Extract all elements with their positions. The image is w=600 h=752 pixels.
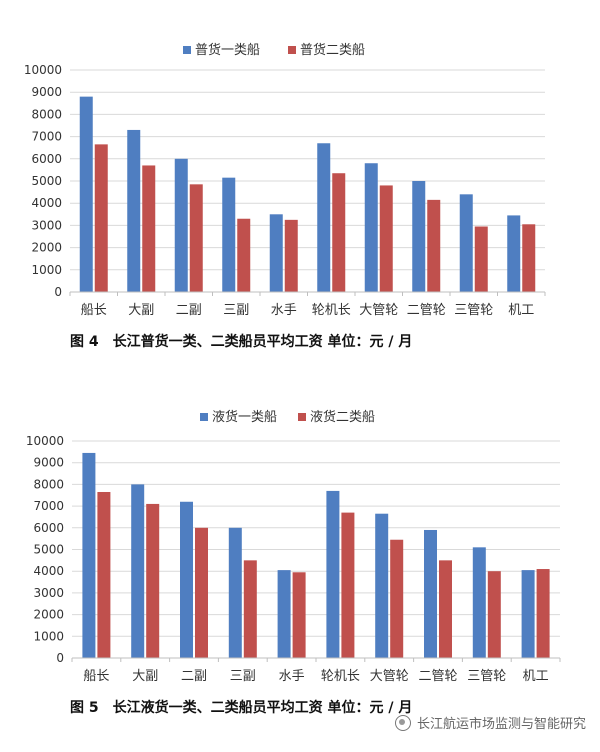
bar-2-6 (332, 173, 346, 292)
y-tick-label: 3000 (31, 218, 62, 232)
bar-1-9 (459, 194, 473, 292)
y-tick-label: 4000 (31, 196, 62, 210)
watermark: 长江航运市场监测与智能研究 (394, 713, 586, 732)
bar-1-7 (364, 163, 378, 292)
bar-2-5 (284, 219, 298, 292)
bar-1-2 (131, 484, 145, 658)
bar-2-10 (522, 224, 536, 292)
bar-1-10 (507, 215, 521, 292)
legend-label-1: 液货一类船 (212, 409, 277, 425)
x-tick-label: 二副 (176, 303, 202, 318)
y-tick-label: 9000 (31, 85, 62, 99)
y-tick-label: 6000 (31, 152, 62, 166)
y-tick-label: 3000 (33, 586, 64, 600)
bar-1-8 (424, 529, 437, 658)
y-tick-label: 10000 (26, 434, 64, 448)
bar-1-7 (375, 513, 389, 658)
y-tick-label: 5000 (31, 174, 62, 188)
legend-swatch-1 (183, 46, 191, 54)
bar-2-3 (189, 184, 203, 292)
bar-1-4 (222, 177, 236, 292)
legend-label-1: 普货一类船 (195, 42, 260, 58)
x-tick-label: 三副 (230, 669, 256, 684)
x-tick-label: 轮机长 (321, 669, 360, 684)
bar-2-1 (97, 491, 111, 658)
x-tick-label: 三管轮 (454, 303, 493, 318)
legend-label-2: 普货二类船 (300, 42, 365, 58)
bar-1-6 (326, 490, 340, 658)
bar-2-3 (195, 527, 208, 658)
x-tick-label: 水手 (279, 669, 305, 684)
legend-swatch-1 (200, 413, 208, 421)
x-tick-label: 三管轮 (467, 669, 506, 684)
bar-1-1 (82, 452, 96, 658)
bar-2-5 (292, 572, 306, 658)
chart-1-caption: 图 4 长江普货一类、二类船员平均工资 单位：元 / 月 (70, 334, 413, 350)
y-tick-label: 1000 (33, 629, 64, 643)
y-tick-label: 4000 (33, 564, 64, 578)
bar-2-7 (390, 539, 404, 658)
y-tick-label: 9000 (33, 456, 64, 470)
bar-1-9 (472, 547, 486, 658)
y-tick-label: 0 (56, 651, 64, 665)
wechat-channel-icon (394, 714, 411, 731)
legend: 普货一类船 普货二类船 (183, 42, 365, 58)
bar-1-5 (277, 570, 291, 658)
y-tick-label: 5000 (33, 543, 64, 557)
x-tick-label: 大管轮 (359, 303, 398, 318)
bar-1-3 (174, 158, 188, 292)
y-tick-label: 7000 (33, 499, 64, 513)
x-tick-label: 二管轮 (418, 669, 457, 684)
bar-1-1 (79, 96, 93, 292)
x-tick-label: 船长 (83, 669, 109, 684)
bar-2-6 (341, 512, 355, 658)
bar-1-3 (180, 501, 193, 658)
bar-2-10 (536, 569, 550, 658)
bar-1-10 (521, 570, 535, 658)
y-tick-label: 6000 (33, 521, 64, 535)
x-tick-label: 船长 (81, 303, 107, 318)
x-tick-label: 轮机长 (312, 303, 351, 318)
legend-swatch-2 (298, 413, 306, 421)
x-tick-label: 机工 (523, 669, 549, 684)
y-tick-label: 8000 (33, 477, 64, 491)
y-tick-label: 10000 (24, 63, 62, 77)
bar-2-8 (439, 560, 452, 658)
x-tick-label: 三副 (223, 303, 249, 318)
x-tick-label: 水手 (271, 303, 297, 318)
bar-1-4 (228, 527, 242, 658)
y-tick-label: 7000 (31, 130, 62, 144)
y-tick-label: 2000 (31, 241, 62, 255)
bar-1-8 (412, 181, 426, 292)
bar-2-9 (474, 226, 488, 292)
bar-2-7 (379, 185, 393, 292)
y-tick-label: 1000 (31, 263, 62, 277)
y-tick-label: 8000 (31, 107, 62, 121)
bar-1-5 (269, 214, 283, 292)
legend-swatch-2 (288, 46, 296, 54)
bar-2-8 (427, 199, 441, 292)
bar-2-4 (243, 560, 257, 658)
chart-2: 液货一类船 液货二类船 0 1000 2000 3000 4000 5000 6000 7000 8… (26, 409, 561, 684)
chart-1: 普货一类船 普货二类船 0 1000 2000 3000 4000 5000 6000 7000 8… (24, 42, 546, 318)
x-tick-label: 机工 (508, 303, 534, 318)
bar-2-9 (487, 571, 501, 658)
bar-2-1 (94, 144, 108, 292)
x-tick-label: 大管轮 (370, 669, 409, 684)
x-tick-label: 二管轮 (407, 303, 446, 318)
legend: 液货一类船 液货二类船 (200, 409, 375, 425)
y-tick-label: 2000 (33, 608, 64, 622)
bar-1-2 (127, 129, 141, 292)
x-tick-label: 大副 (128, 303, 154, 318)
x-tick-label: 二副 (181, 669, 207, 684)
bar-2-4 (237, 218, 251, 292)
watermark-text: 长江航运市场监测与智能研究 (416, 717, 586, 732)
chart-2-caption: 图 5 长江液货一类、二类船员平均工资 单位：元 / 月 (70, 700, 413, 716)
bar-2-2 (146, 503, 160, 658)
bar-1-6 (317, 143, 331, 292)
bar-2-2 (142, 165, 156, 292)
x-tick-label: 大副 (132, 669, 158, 684)
y-tick-label: 0 (54, 285, 62, 299)
legend-label-2: 液货二类船 (310, 409, 375, 425)
